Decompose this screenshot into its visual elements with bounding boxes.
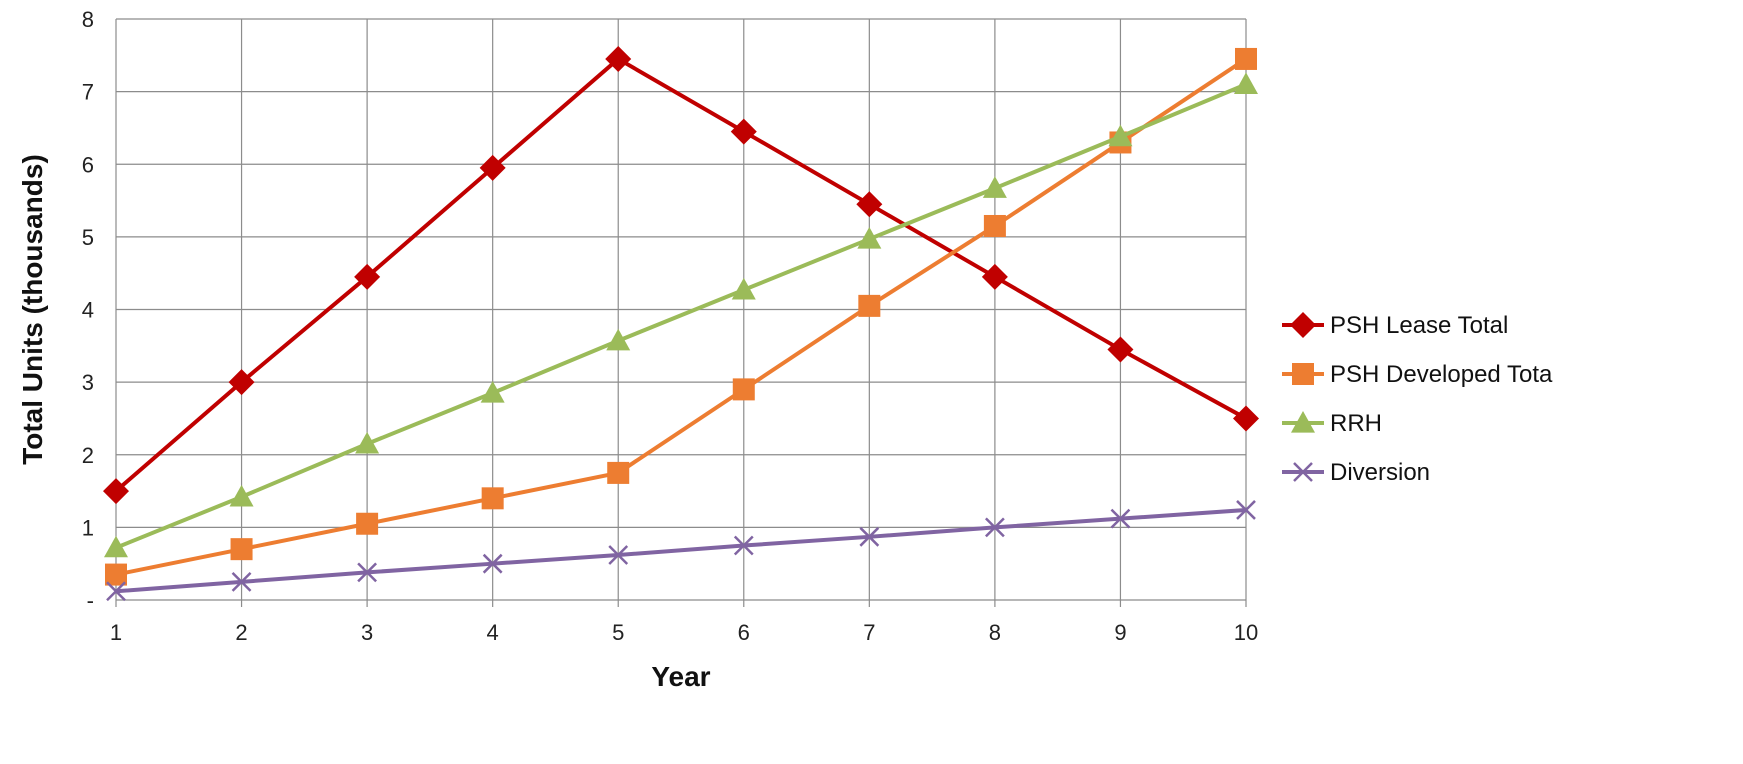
data-point (731, 277, 756, 300)
data-point (985, 517, 1005, 538)
legend-marker (1291, 411, 1315, 433)
data-point (608, 545, 629, 565)
data-point (732, 378, 755, 401)
data-point (354, 263, 381, 290)
y-tick-label: 5 (82, 225, 94, 250)
data-point (858, 294, 881, 317)
x-tick-label: 4 (487, 620, 499, 645)
data-point (983, 214, 1006, 237)
data-point (1235, 47, 1257, 70)
legend-label: PSH Lease Total (1330, 312, 1508, 339)
data-point (105, 563, 127, 586)
legend-item: Diversion (1282, 459, 1430, 486)
grid (115, 18, 1247, 601)
data-point (479, 154, 506, 181)
data-point (231, 571, 252, 592)
data-point (733, 535, 754, 556)
y-tick-label: 4 (82, 298, 94, 323)
x-tick-label: 9 (1114, 620, 1126, 645)
data-point (103, 478, 129, 505)
data-point (1108, 124, 1133, 147)
series-line (115, 82, 1247, 550)
y-tick-label: 7 (82, 80, 94, 105)
data-point (228, 369, 255, 396)
data-point (857, 227, 882, 249)
y-tick-label: 1 (82, 515, 94, 540)
legend-marker (1293, 462, 1313, 482)
legend-label: Diversion (1330, 459, 1430, 486)
data-point (1110, 508, 1131, 529)
data-point (230, 538, 253, 561)
x-tick-label: 1 (110, 620, 122, 645)
legend-item: PSH Lease Total (1282, 312, 1508, 339)
y-tick-label: 2 (82, 443, 94, 468)
y-tick-label: 3 (82, 370, 94, 395)
data-point (1234, 72, 1258, 94)
x-axis-title: Year (651, 661, 710, 692)
data-point (357, 562, 377, 583)
data-point (606, 328, 631, 351)
x-tick-label: 2 (235, 620, 247, 645)
data-point (605, 45, 632, 72)
x-tick-label: 3 (361, 620, 373, 645)
legend-marker (1290, 312, 1316, 338)
data-point (106, 581, 126, 602)
data-point (480, 381, 505, 403)
data-point (1236, 500, 1256, 520)
y-tick-label: - (87, 588, 94, 613)
legend-marker (1292, 363, 1314, 385)
data-point (856, 191, 883, 218)
data-point (982, 176, 1007, 198)
series-3 (106, 500, 1256, 602)
x-tick-label: 6 (738, 620, 750, 645)
series-line (114, 56, 1247, 493)
y-axis-title: Total Units (thousands) (17, 154, 48, 465)
data-point (481, 487, 504, 510)
series-2 (104, 72, 1258, 558)
data-point (981, 263, 1008, 290)
x-tick-label: 8 (989, 620, 1001, 645)
legend-item: PSH Developed Tota (1282, 361, 1553, 388)
data-point (859, 526, 880, 547)
series-0 (103, 45, 1259, 505)
data-point (1233, 405, 1259, 432)
legend: PSH Lease Total PSH Developed Tota RRH Dive… (1282, 312, 1553, 486)
x-tick-label: 5 (612, 620, 624, 645)
y-tick-label: 8 (82, 7, 94, 32)
legend-label: RRH (1330, 410, 1382, 437)
data-point (355, 431, 380, 454)
series-line (115, 57, 1248, 577)
legend-item: RRH (1282, 410, 1382, 437)
series-line (115, 507, 1247, 594)
data-point (730, 118, 757, 145)
data-point (356, 512, 379, 535)
legend-label: PSH Developed Tota (1330, 361, 1553, 388)
x-tick-label: 10 (1234, 620, 1258, 645)
data-point (1107, 336, 1134, 363)
data-point (104, 535, 128, 558)
data-point (482, 553, 503, 574)
series-layer (103, 45, 1259, 602)
x-tick-label: 7 (863, 620, 875, 645)
y-tick-label: 6 (82, 152, 94, 177)
data-point (229, 484, 254, 507)
data-point (607, 461, 630, 484)
